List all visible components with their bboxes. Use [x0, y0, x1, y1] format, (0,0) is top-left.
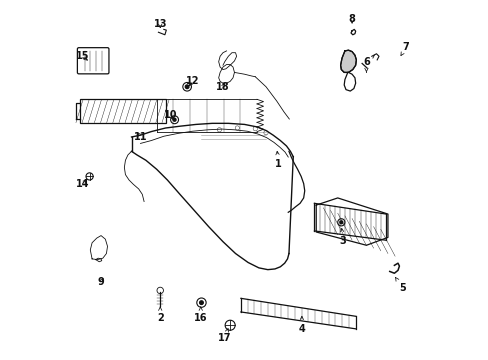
Circle shape — [196, 298, 206, 307]
Circle shape — [224, 320, 235, 330]
Text: 18: 18 — [216, 82, 229, 92]
Text: 4: 4 — [298, 316, 305, 334]
Text: 7: 7 — [400, 42, 408, 55]
Bar — [80, 99, 165, 123]
Circle shape — [199, 301, 203, 305]
Text: 16: 16 — [194, 307, 207, 323]
Circle shape — [170, 116, 178, 124]
Text: 13: 13 — [153, 19, 166, 29]
Text: 3: 3 — [339, 229, 346, 246]
Text: 1: 1 — [275, 151, 282, 169]
Text: 10: 10 — [164, 111, 177, 121]
Circle shape — [183, 82, 191, 91]
Circle shape — [185, 85, 188, 89]
Text: 12: 12 — [185, 76, 199, 86]
Circle shape — [173, 118, 176, 121]
Circle shape — [157, 287, 163, 294]
Circle shape — [339, 221, 342, 224]
Text: 11: 11 — [134, 132, 147, 142]
Circle shape — [337, 219, 344, 226]
Circle shape — [86, 173, 93, 180]
Text: 6: 6 — [362, 57, 369, 72]
Text: 2: 2 — [157, 307, 163, 323]
Text: 9: 9 — [98, 277, 104, 287]
Text: 14: 14 — [76, 179, 89, 189]
Text: 17: 17 — [218, 329, 231, 343]
Text: 5: 5 — [395, 277, 405, 293]
Polygon shape — [340, 50, 356, 72]
Text: 8: 8 — [348, 14, 355, 24]
Text: 15: 15 — [76, 51, 89, 61]
